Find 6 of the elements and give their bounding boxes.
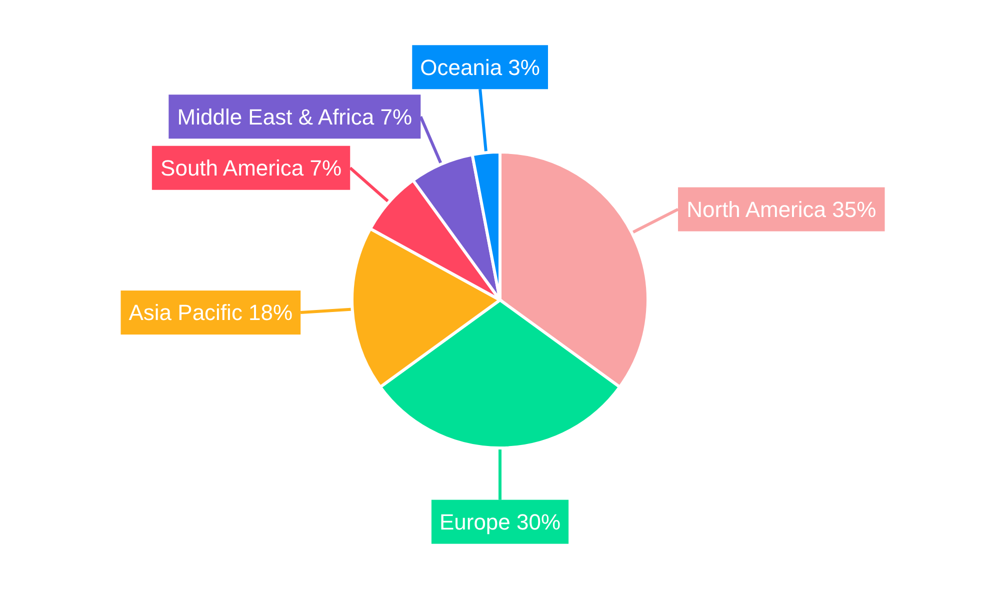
slice-label: Middle East & Africa 7%: [177, 104, 412, 130]
slice-label: Europe 30%: [439, 510, 561, 534]
slice-label: Oceania 3%: [420, 54, 540, 80]
slice-label: North America 35%: [686, 196, 876, 222]
slice-label: Asia Pacific 18%: [128, 300, 293, 326]
slice-label: South America 7%: [160, 156, 342, 181]
